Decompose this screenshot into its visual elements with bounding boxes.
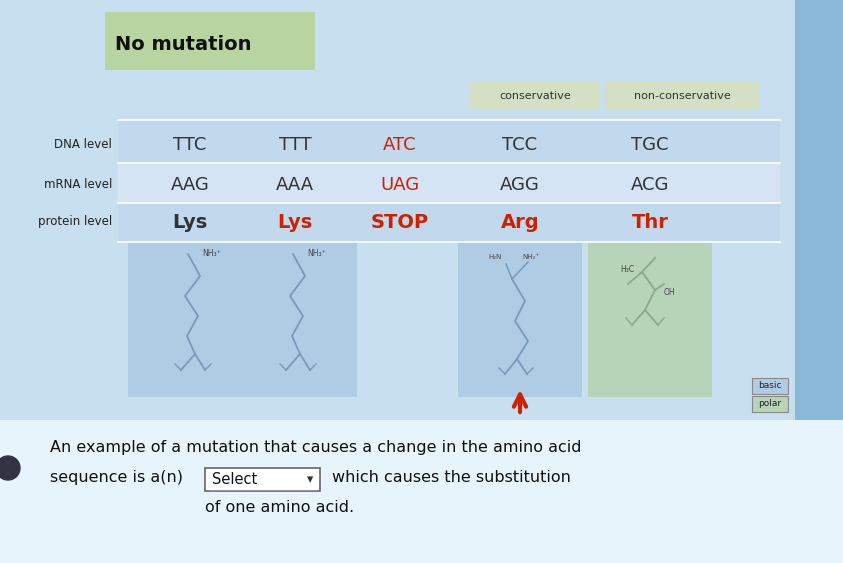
Text: NH₃⁺: NH₃⁺ <box>202 249 221 258</box>
Text: AGG: AGG <box>500 176 540 194</box>
Circle shape <box>0 456 20 480</box>
Text: NH₂⁺: NH₂⁺ <box>522 254 540 260</box>
Text: Select: Select <box>212 472 257 488</box>
Text: TGC: TGC <box>631 136 668 154</box>
Text: No mutation: No mutation <box>115 34 251 53</box>
FancyBboxPatch shape <box>118 120 780 163</box>
FancyBboxPatch shape <box>118 203 780 242</box>
Text: H₂N: H₂N <box>489 254 502 260</box>
FancyBboxPatch shape <box>470 82 600 110</box>
Text: polar: polar <box>759 400 781 409</box>
Text: STOP: STOP <box>371 212 429 231</box>
Text: AAA: AAA <box>276 176 314 194</box>
Text: UAG: UAG <box>380 176 420 194</box>
Text: which causes the substitution: which causes the substitution <box>332 470 571 485</box>
Text: ▾: ▾ <box>307 473 313 486</box>
Text: TCC: TCC <box>502 136 538 154</box>
FancyBboxPatch shape <box>458 242 582 397</box>
Text: sequence is a(n): sequence is a(n) <box>50 470 183 485</box>
Text: basic: basic <box>758 382 781 391</box>
FancyBboxPatch shape <box>752 396 788 412</box>
Text: OH: OH <box>664 288 675 297</box>
Text: of one amino acid.: of one amino acid. <box>205 500 354 515</box>
Text: H₃C: H₃C <box>620 265 634 274</box>
Text: TTT: TTT <box>279 136 311 154</box>
Text: Arg: Arg <box>501 212 540 231</box>
Text: Thr: Thr <box>631 212 668 231</box>
FancyBboxPatch shape <box>128 242 252 397</box>
Text: non-conservative: non-conservative <box>634 91 730 101</box>
Text: NH₃⁺: NH₃⁺ <box>307 249 325 258</box>
Text: Lys: Lys <box>172 212 207 231</box>
FancyBboxPatch shape <box>0 420 843 563</box>
Text: protein level: protein level <box>38 216 112 229</box>
Text: ACG: ACG <box>631 176 669 194</box>
Text: An example of a mutation that causes a change in the amino acid: An example of a mutation that causes a c… <box>50 440 582 455</box>
FancyBboxPatch shape <box>0 0 843 420</box>
FancyBboxPatch shape <box>588 242 712 397</box>
Text: ATC: ATC <box>384 136 416 154</box>
FancyBboxPatch shape <box>795 0 843 420</box>
FancyBboxPatch shape <box>233 242 357 397</box>
Text: TTC: TTC <box>174 136 207 154</box>
FancyBboxPatch shape <box>605 82 760 110</box>
Text: Lys: Lys <box>277 212 313 231</box>
Text: mRNA level: mRNA level <box>44 178 112 191</box>
Text: DNA level: DNA level <box>54 138 112 151</box>
FancyBboxPatch shape <box>105 12 315 70</box>
FancyBboxPatch shape <box>752 378 788 394</box>
Text: AAG: AAG <box>170 176 209 194</box>
FancyBboxPatch shape <box>118 163 780 203</box>
FancyBboxPatch shape <box>205 468 320 491</box>
Text: conservative: conservative <box>499 91 571 101</box>
